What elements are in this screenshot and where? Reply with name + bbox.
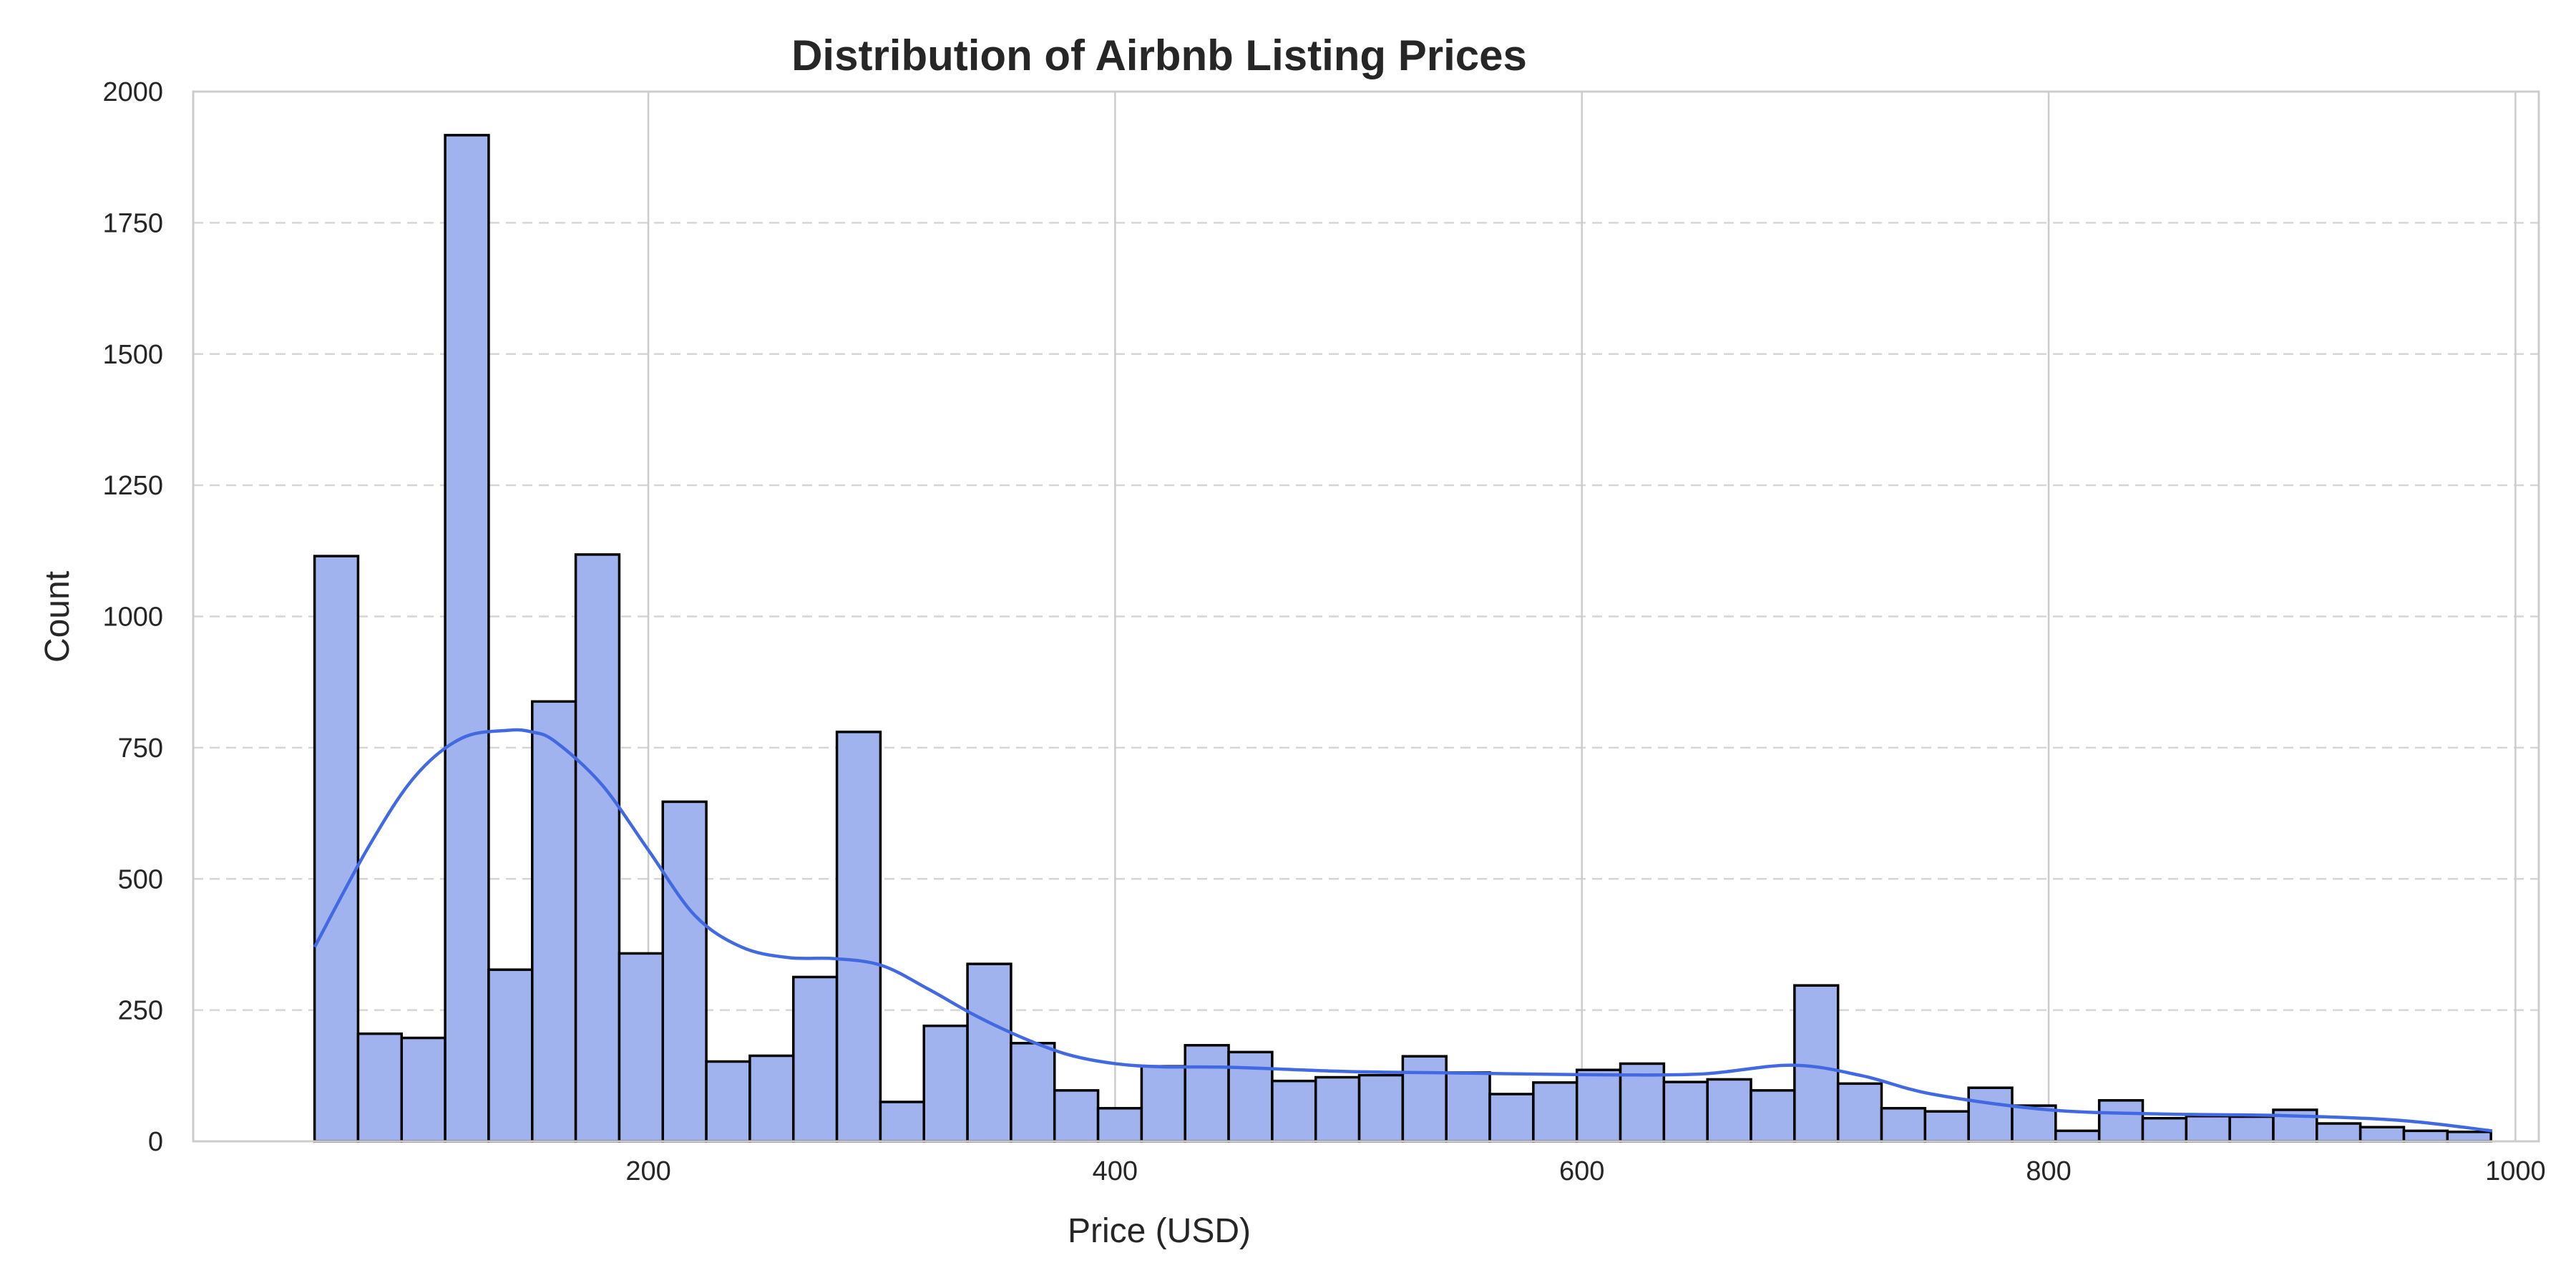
histogram-bar bbox=[487, 968, 534, 1143]
histogram-bar bbox=[1488, 1093, 1535, 1143]
histogram-bars bbox=[313, 134, 2492, 1143]
histogram-bar bbox=[1053, 1089, 1100, 1143]
histogram-bar bbox=[1532, 1081, 1579, 1143]
x-tick-label: 1000 bbox=[2485, 1156, 2546, 1186]
histogram-bar bbox=[356, 1032, 404, 1143]
y-tick-label: 1750 bbox=[102, 208, 163, 238]
histogram-bar bbox=[2358, 1126, 2406, 1143]
histogram-bar bbox=[2402, 1129, 2449, 1143]
x-tick-labels: 200 400 600 800 1000 bbox=[625, 1156, 2545, 1186]
histogram-bar bbox=[574, 553, 621, 1143]
histogram-bar bbox=[1445, 1071, 1491, 1143]
histogram-bar bbox=[1140, 1065, 1186, 1143]
histogram-bar bbox=[1271, 1079, 1317, 1143]
histogram-bar bbox=[1923, 1110, 1970, 1143]
histogram-bar bbox=[661, 800, 708, 1143]
histogram-bar bbox=[1750, 1089, 1796, 1143]
y-tick-label: 1250 bbox=[102, 471, 163, 501]
y-tick-label: 1500 bbox=[102, 340, 163, 370]
histogram-bar bbox=[2097, 1099, 2145, 1143]
histogram-bar bbox=[1662, 1080, 1709, 1143]
histogram-bar bbox=[444, 134, 490, 1143]
y-tick-label: 750 bbox=[118, 733, 163, 763]
histogram-bar bbox=[618, 952, 665, 1143]
histogram-bar bbox=[2185, 1115, 2231, 1143]
chart-title: Distribution of Airbnb Listing Prices bbox=[791, 31, 1527, 79]
histogram-bar bbox=[966, 962, 1013, 1143]
histogram-bar bbox=[791, 975, 839, 1143]
histogram-bar bbox=[879, 1101, 925, 1143]
histogram-bar bbox=[748, 1054, 795, 1143]
y-tick-label: 0 bbox=[148, 1127, 163, 1157]
histogram-bar bbox=[705, 1060, 751, 1143]
histogram-bar bbox=[1227, 1050, 1274, 1143]
kde-curve bbox=[313, 728, 2493, 1133]
histogram-bar bbox=[1967, 1086, 2014, 1143]
y-tick-label: 1000 bbox=[102, 602, 163, 633]
x-tick-label: 200 bbox=[625, 1156, 670, 1186]
x-tick-label: 800 bbox=[2026, 1156, 2071, 1186]
histogram-bar bbox=[1575, 1068, 1622, 1143]
histogram-bar bbox=[1010, 1042, 1056, 1143]
histogram-bar bbox=[2054, 1129, 2101, 1143]
y-axis-label: Count bbox=[39, 571, 77, 663]
histogram-bar bbox=[1836, 1082, 1883, 1143]
histogram-bar bbox=[531, 700, 577, 1143]
histogram-bar bbox=[1184, 1044, 1230, 1143]
histogram-bar bbox=[835, 731, 882, 1143]
y-tick-label: 2000 bbox=[102, 77, 163, 107]
plot-frame bbox=[192, 90, 2540, 1143]
y-tick-label: 250 bbox=[118, 996, 163, 1026]
x-tick-label: 600 bbox=[1559, 1156, 1604, 1186]
x-tick-label: 400 bbox=[1093, 1156, 1138, 1186]
histogram-bar bbox=[2228, 1115, 2275, 1143]
histogram-bar bbox=[1793, 984, 1840, 1143]
histogram-bar bbox=[1096, 1107, 1143, 1143]
x-axis-label: Price (USD) bbox=[1068, 1212, 1251, 1250]
histogram-bar bbox=[400, 1036, 447, 1143]
histogram-bar bbox=[313, 555, 360, 1143]
histogram-bar bbox=[1357, 1073, 1405, 1143]
histogram-bar bbox=[2446, 1131, 2492, 1143]
histogram-bar bbox=[1401, 1055, 1448, 1143]
histogram-bar bbox=[2141, 1116, 2188, 1143]
y-tick-labels: 0 250 500 750 1000 1250 1500 1750 2000 bbox=[102, 77, 163, 1157]
histogram-bar bbox=[922, 1024, 969, 1143]
y-tick-label: 500 bbox=[118, 864, 163, 894]
histogram-bar bbox=[1706, 1078, 1752, 1143]
histogram-bar bbox=[2316, 1122, 2362, 1143]
histogram-bar bbox=[1314, 1075, 1361, 1143]
histogram-bar bbox=[1880, 1107, 1927, 1143]
